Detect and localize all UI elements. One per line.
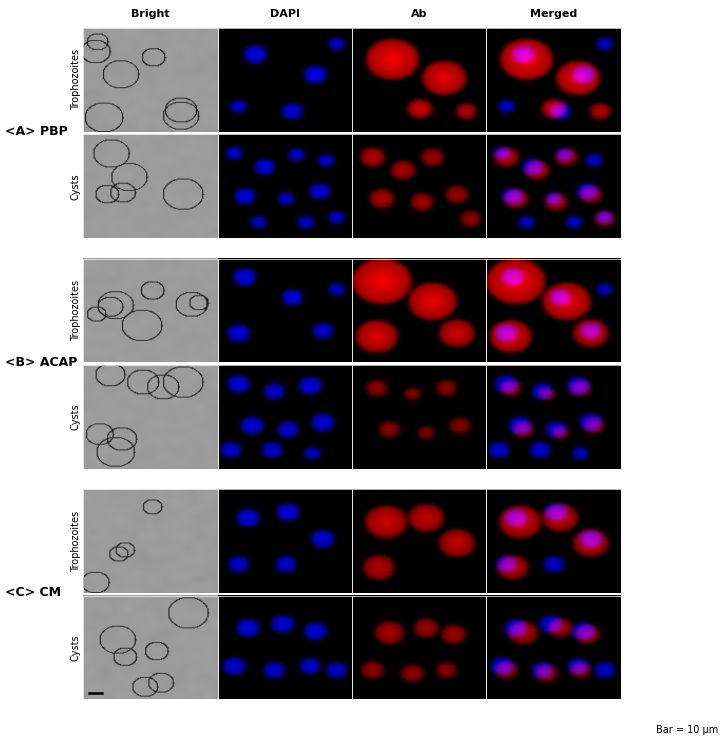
Bar	[486, 28, 621, 132]
Bar	[83, 365, 218, 469]
Bar	[83, 489, 218, 593]
Text: Cysts: Cysts	[70, 634, 81, 661]
Bar	[218, 596, 352, 699]
Bar	[352, 489, 486, 593]
Bar	[83, 28, 218, 132]
Text: Ab: Ab	[411, 9, 428, 18]
Bar	[352, 28, 486, 132]
Bar	[486, 365, 621, 469]
Text: Bar = 10 μm: Bar = 10 μm	[656, 725, 719, 735]
Bar	[218, 28, 352, 132]
Bar	[83, 134, 218, 238]
Text: Trophozoites: Trophozoites	[70, 280, 81, 341]
Text: Bright: Bright	[131, 9, 170, 18]
Bar	[486, 596, 621, 699]
Text: Cysts: Cysts	[70, 173, 81, 200]
Bar	[352, 134, 486, 238]
Bar	[486, 259, 621, 362]
Bar	[352, 596, 486, 699]
Bar	[218, 259, 352, 362]
Bar	[352, 365, 486, 469]
Text: <A> PBP: <A> PBP	[5, 125, 68, 138]
Bar	[83, 596, 218, 699]
Bar	[83, 259, 218, 362]
Bar	[352, 259, 486, 362]
Bar	[486, 134, 621, 238]
Text: <C> CM: <C> CM	[5, 586, 61, 599]
Bar	[218, 489, 352, 593]
Text: Trophozoites: Trophozoites	[70, 50, 81, 110]
Bar	[218, 134, 352, 238]
Text: <B> ACAP: <B> ACAP	[5, 355, 77, 369]
Text: Cysts: Cysts	[70, 403, 81, 430]
Text: DAPI: DAPI	[270, 9, 300, 18]
Bar	[218, 365, 352, 469]
Text: Merged: Merged	[530, 9, 577, 18]
Text: Trophozoites: Trophozoites	[70, 511, 81, 571]
Bar	[486, 489, 621, 593]
